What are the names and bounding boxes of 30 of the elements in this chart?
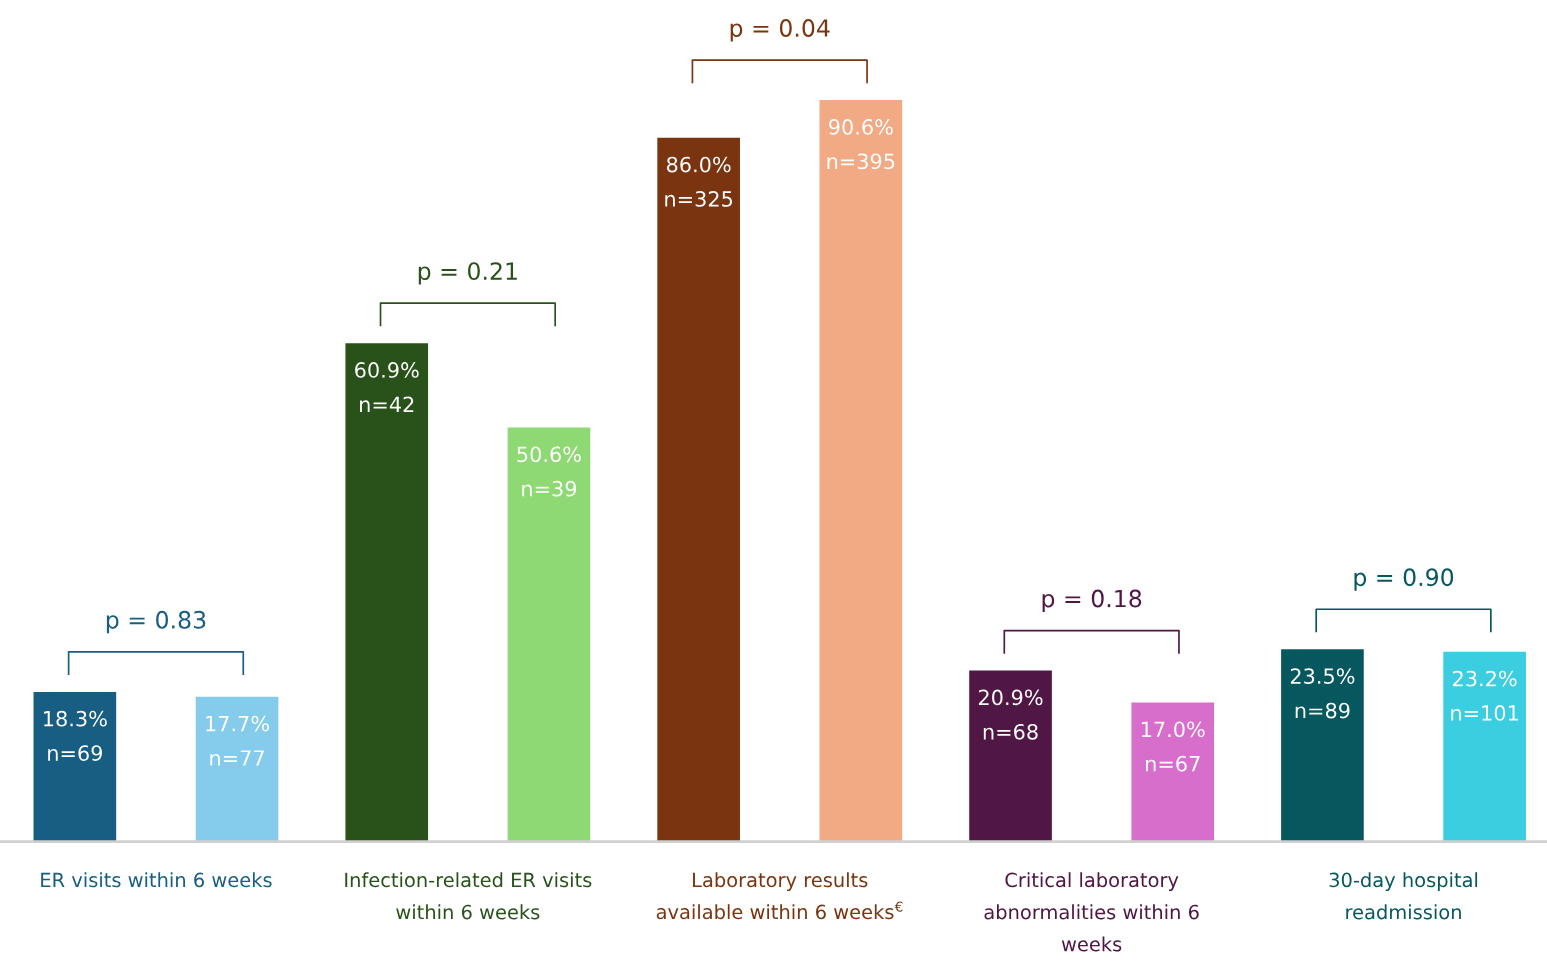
data-label: 17.0% n=67 — [1141, 721, 1205, 772]
x-tick-label: Infection-related ER visits within 6 weeks — [345, 872, 592, 920]
data-label: 50.6% n=39 — [517, 446, 581, 497]
bar — [969, 670, 1052, 842]
data-label: 17.7% n=77 — [206, 715, 269, 766]
bar — [819, 100, 903, 842]
annotation: p = 0.18 — [1042, 589, 1142, 613]
x-tick-label: Critical laboratory abnormalities within 6 weeks — [984, 872, 1199, 952]
bar — [33, 691, 117, 842]
data-label: 20.9% n=68 — [978, 689, 1043, 740]
annotation: p = 0.21 — [418, 262, 517, 285]
bar — [345, 343, 429, 842]
bar — [1131, 702, 1215, 842]
text: p = 0.04 — [730, 19, 830, 42]
x-tick-label: Laboratory results available within 6 weeks$^{€}$ — [656, 872, 903, 920]
x-tick-label: 30-day hospital readmission — [1329, 872, 1478, 920]
x-tick-label: ER visits within 6 weeks — [41, 872, 272, 888]
bar — [1281, 649, 1364, 842]
data-label: 23.2% n=101 — [1451, 670, 1518, 721]
data-label: 60.9% n=42 — [355, 362, 419, 412]
data-label: 86.0% n=325 — [665, 156, 733, 207]
data-label: 18.3% n=69 — [44, 710, 107, 761]
bar — [507, 427, 591, 842]
bar — [657, 137, 740, 842]
annotation: p = 0.83 — [106, 610, 206, 634]
data-label: 90.6% n=395 — [827, 119, 895, 170]
bar — [195, 696, 279, 842]
bar — [1443, 651, 1526, 842]
data-label: 23.5% n=89 — [1290, 668, 1355, 719]
annotation: p = 0.90 — [1354, 568, 1454, 591]
